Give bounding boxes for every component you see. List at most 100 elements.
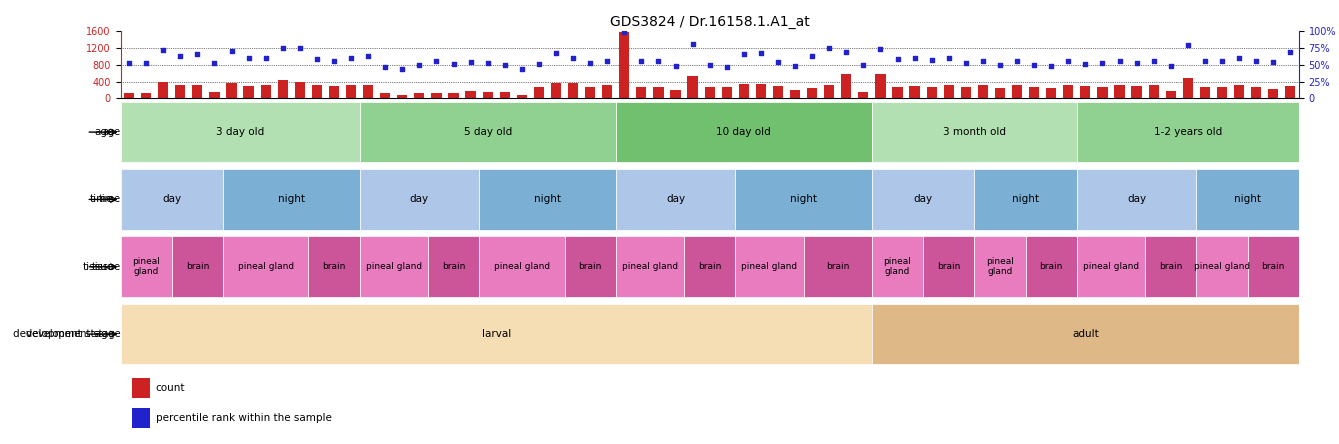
Bar: [755, 84, 766, 99]
Bar: [565, 237, 616, 297]
Bar: [944, 85, 953, 99]
Point: [767, 58, 789, 65]
Point: [1075, 60, 1097, 67]
Bar: [479, 237, 565, 297]
Point: [1280, 48, 1302, 56]
Bar: [1166, 91, 1176, 99]
Point: [785, 62, 806, 69]
Point: [631, 57, 652, 64]
Bar: [414, 93, 424, 99]
Bar: [892, 87, 902, 99]
Bar: [517, 95, 528, 99]
Text: pineal gland: pineal gland: [1083, 262, 1139, 271]
Bar: [398, 95, 407, 99]
Bar: [923, 237, 975, 297]
Point: [921, 56, 943, 63]
Bar: [431, 93, 442, 99]
Bar: [619, 32, 629, 99]
Bar: [807, 88, 817, 99]
Text: 1-2 years old: 1-2 years old: [1154, 127, 1223, 137]
Point: [528, 60, 549, 67]
Bar: [739, 84, 749, 99]
Point: [562, 54, 584, 61]
Text: brain: brain: [826, 262, 849, 271]
Text: pineal
gland: pineal gland: [133, 257, 161, 277]
Bar: [329, 86, 339, 99]
Bar: [121, 304, 872, 365]
Bar: [1196, 169, 1299, 230]
Text: pineal gland: pineal gland: [742, 262, 798, 271]
Point: [1263, 58, 1284, 65]
Point: [1245, 57, 1267, 64]
Bar: [1077, 169, 1196, 230]
Point: [836, 48, 857, 56]
Bar: [449, 92, 459, 99]
Bar: [1149, 85, 1158, 99]
Point: [750, 50, 771, 57]
Bar: [1268, 89, 1279, 99]
Text: brain: brain: [1039, 262, 1063, 271]
Text: night: night: [1235, 194, 1261, 204]
Point: [613, 28, 635, 36]
Point: [699, 61, 720, 68]
Bar: [261, 85, 270, 99]
Text: brain: brain: [1160, 262, 1182, 271]
Text: larval: larval: [482, 329, 511, 339]
Bar: [872, 237, 923, 297]
Point: [186, 51, 208, 58]
Bar: [872, 169, 975, 230]
Point: [818, 44, 840, 52]
Bar: [499, 92, 510, 99]
Bar: [1028, 87, 1039, 99]
Bar: [466, 91, 475, 99]
Bar: [534, 87, 544, 99]
Bar: [277, 80, 288, 99]
Bar: [175, 85, 185, 99]
Bar: [224, 169, 360, 230]
Point: [596, 57, 617, 64]
Point: [972, 57, 994, 64]
Bar: [141, 93, 151, 99]
Bar: [312, 85, 321, 99]
Point: [340, 55, 362, 62]
Bar: [1251, 87, 1261, 99]
Bar: [360, 102, 616, 163]
Y-axis label: development stage: development stage: [12, 329, 114, 339]
Bar: [616, 237, 684, 297]
Point: [426, 57, 447, 64]
Bar: [158, 82, 169, 99]
Point: [1040, 62, 1062, 69]
Bar: [482, 92, 493, 99]
Bar: [1145, 237, 1196, 297]
Bar: [927, 87, 937, 99]
Point: [1212, 57, 1233, 64]
Point: [511, 66, 533, 73]
Bar: [722, 87, 732, 99]
Text: night: night: [534, 194, 561, 204]
Bar: [295, 82, 305, 99]
Bar: [363, 85, 374, 99]
Text: brain: brain: [578, 262, 601, 271]
Text: pineal gland: pineal gland: [237, 262, 293, 271]
Bar: [1217, 87, 1227, 99]
Bar: [133, 378, 150, 398]
Bar: [360, 169, 479, 230]
Bar: [704, 87, 715, 99]
Point: [904, 55, 925, 62]
Point: [664, 62, 686, 69]
Bar: [687, 75, 698, 99]
Bar: [858, 92, 869, 99]
Point: [1228, 55, 1249, 62]
Text: day: day: [162, 194, 181, 204]
Point: [375, 64, 396, 71]
Text: development stage: development stage: [25, 329, 121, 339]
Bar: [876, 74, 885, 99]
Bar: [603, 85, 612, 99]
Text: count: count: [155, 383, 185, 393]
Point: [955, 59, 976, 66]
Bar: [1182, 78, 1193, 99]
Point: [358, 53, 379, 60]
Point: [682, 40, 703, 47]
Bar: [1077, 102, 1299, 163]
Point: [1177, 41, 1198, 48]
